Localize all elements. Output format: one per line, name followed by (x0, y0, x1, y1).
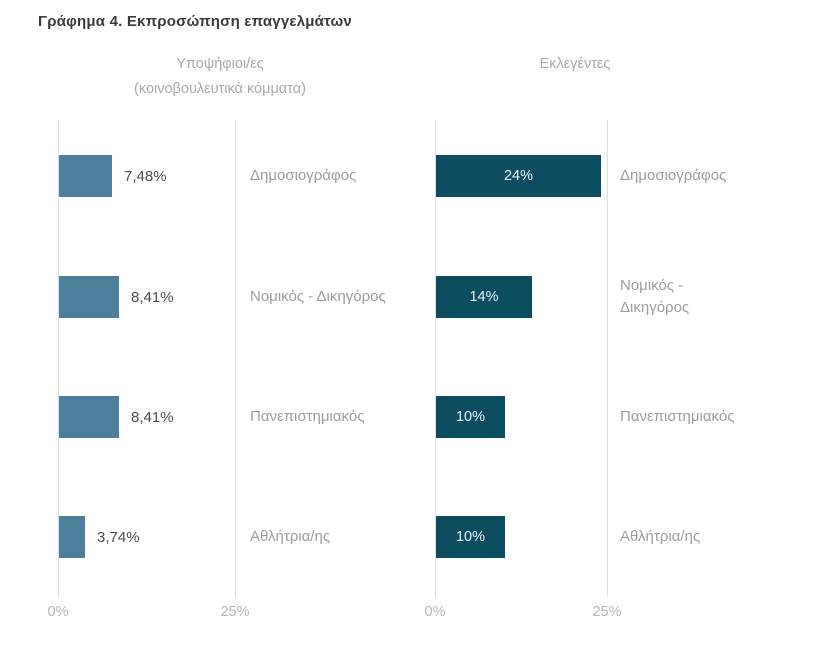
bar: 10% (436, 516, 505, 558)
left-axis-tick-25: 25% (220, 604, 250, 620)
left-gridline-25 (235, 120, 236, 597)
category-label: Πανεπιστημιακός (620, 407, 735, 425)
category-label: Πανεπιστημιακός (250, 407, 365, 425)
left-axis-line (58, 120, 59, 597)
bar (59, 155, 112, 197)
value-label: 3,74% (97, 528, 140, 546)
category-label: Νομικός - Δικηγόρος (620, 276, 690, 317)
bar (59, 396, 119, 438)
right-chart-title: Εκλεγέντες (539, 56, 611, 72)
right-gridline-25 (607, 120, 608, 597)
category-label: Δημοσιογράφος (250, 166, 357, 184)
value-label: 8,41% (131, 288, 174, 306)
bar: 14% (436, 276, 532, 318)
right-axis-tick-25: 25% (592, 604, 622, 620)
left-chart-title: Υποψήφιοι/ες (κοινοβουλευτικά κόμματα) (134, 56, 306, 98)
left-axis-tick-0: 0% (47, 604, 69, 620)
category-label: Δημοσιογράφος (620, 166, 727, 184)
value-label: 10% (455, 409, 486, 425)
right-axis-line (435, 120, 436, 597)
category-label: Αθλήτρια/ης (620, 527, 701, 545)
value-label: 7,48% (124, 167, 167, 185)
value-label: 24% (503, 168, 534, 184)
bar: 24% (436, 155, 601, 197)
value-label: 10% (455, 529, 486, 545)
bar (59, 516, 85, 558)
right-axis-tick-0: 0% (424, 604, 446, 620)
category-label: Νομικός - Δικηγόρος (250, 287, 386, 305)
category-label: Αθλήτρια/ης (250, 527, 331, 545)
bar: 10% (436, 396, 505, 438)
value-label: 8,41% (131, 408, 174, 426)
figure-title: Γράφημα 4. Εκπροσώπηση επαγγελμάτων (38, 13, 352, 30)
bar (59, 276, 119, 318)
value-label: 14% (469, 289, 499, 305)
